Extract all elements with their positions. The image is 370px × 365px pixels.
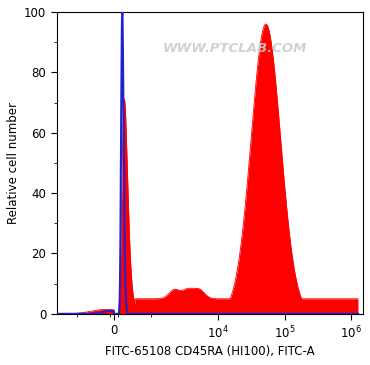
X-axis label: FITC-65108 CD45RA (HI100), FITC-A: FITC-65108 CD45RA (HI100), FITC-A: [105, 345, 315, 358]
Text: WWW.PTCLAB.COM: WWW.PTCLAB.COM: [162, 42, 306, 55]
Y-axis label: Relative cell number: Relative cell number: [7, 102, 20, 224]
